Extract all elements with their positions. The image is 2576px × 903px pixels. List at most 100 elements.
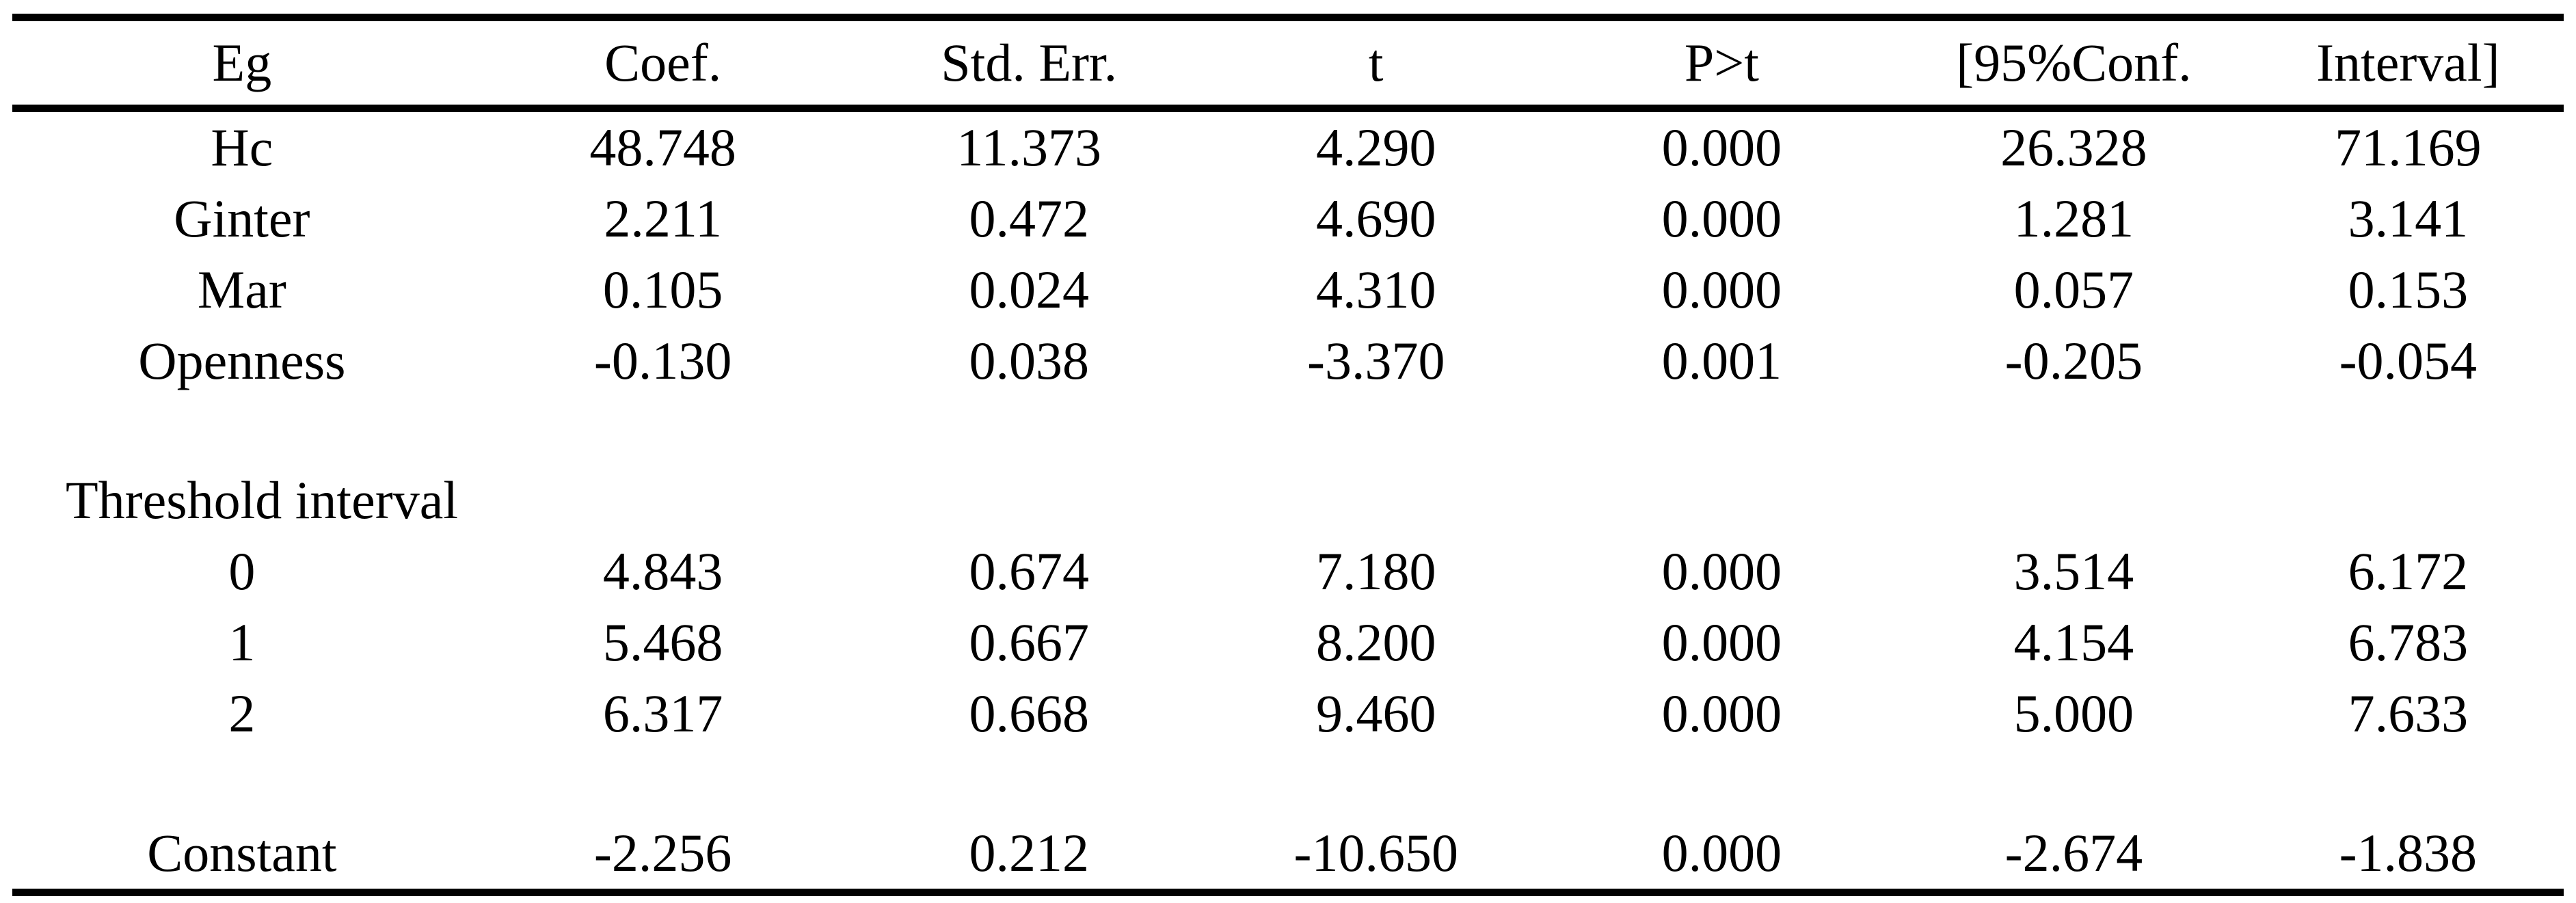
column-header: Eg (212, 33, 272, 92)
table-cell: -1.838 (2339, 823, 2478, 882)
table-cell: -2.256 (593, 823, 732, 882)
row-label (12, 396, 472, 465)
row-label (12, 749, 472, 818)
table-cell: 0.001 (1661, 331, 1782, 390)
table-cell: -2.674 (2004, 823, 2143, 882)
table-row: 0 4.843 0.674 7.180 0.000 3.514 6.172 (12, 536, 2564, 607)
column-header: t (1368, 33, 1384, 92)
table-cell: 71.169 (2335, 118, 2482, 177)
table-cell: 3.141 (2348, 189, 2469, 248)
table-cell (1548, 396, 1896, 465)
table-cell (1548, 465, 1896, 536)
table-cell: 0.105 (602, 260, 723, 319)
table-cell (1895, 396, 2252, 465)
table-row: 2 6.317 0.668 9.460 0.000 5.000 7.633 (12, 678, 2564, 749)
table-cell: 5.000 (2013, 684, 2134, 743)
table-cell: 0.000 (1661, 541, 1782, 601)
table-cell: 6.172 (2348, 541, 2469, 601)
table-cell: 4.154 (2013, 612, 2134, 672)
table-cell: 26.328 (2000, 118, 2147, 177)
table-cell (855, 749, 1204, 818)
table-cell (1548, 749, 1896, 818)
table-cell: 11.373 (956, 118, 1101, 177)
column-header: Coef. (604, 33, 722, 92)
table-cell: 0.057 (2013, 260, 2134, 319)
column-header: [95%Conf. (1956, 33, 2192, 92)
row-label: Threshold interval (66, 470, 458, 530)
row-label: 2 (228, 684, 256, 743)
table-cell: 7.180 (1315, 541, 1436, 601)
table-row: Constant -2.256 0.212 -10.650 0.000 -2.674 -1.… (12, 818, 2564, 893)
table-cell: 0.000 (1661, 118, 1782, 177)
table-cell (472, 749, 855, 818)
table-row: Openness -0.130 0.038 -3.370 0.001 -0.205 -0.0… (12, 325, 2564, 396)
table-cell (1204, 465, 1548, 536)
table-cell: 5.468 (602, 612, 723, 672)
table-cell: 48.748 (589, 118, 736, 177)
table-cell: 0.000 (1661, 189, 1782, 248)
table-cell: 0.038 (969, 331, 1089, 390)
table-cell (472, 396, 855, 465)
table-cell: -3.370 (1306, 331, 1445, 390)
table-cell: 3.514 (2013, 541, 2134, 601)
table-cell: 6.783 (2348, 612, 2469, 672)
table-cell: 0.153 (2348, 260, 2469, 319)
table-cell: -0.205 (2004, 331, 2143, 390)
table-cell: -0.054 (2339, 331, 2478, 390)
row-label: Hc (211, 118, 273, 177)
table-cell (472, 465, 855, 536)
table-cell (2253, 749, 2564, 818)
table-row: 1 5.468 0.667 8.200 0.000 4.154 6.783 (12, 607, 2564, 678)
table-cell: 1.281 (2013, 189, 2134, 248)
table-cell: 0.674 (969, 541, 1089, 601)
table-cell: 0.667 (969, 612, 1089, 672)
row-label: 1 (228, 612, 256, 672)
row-label: Constant (147, 823, 337, 882)
table-cell: 7.633 (2348, 684, 2469, 743)
row-label: Openness (138, 331, 346, 390)
table-row: Mar 0.105 0.024 4.310 0.000 0.057 0.153 (12, 254, 2564, 325)
table-cell (2253, 396, 2564, 465)
table-cell: 0.024 (969, 260, 1089, 319)
table-cell: 0.000 (1661, 612, 1782, 672)
table-cell: 0.668 (969, 684, 1089, 743)
table-cell: 9.460 (1315, 684, 1436, 743)
table-cell: 4.290 (1315, 118, 1436, 177)
table-header: Eg Coef. Std. Err. t P>t [95%Conf. Interval] (12, 18, 2564, 109)
table-cell: 4.690 (1315, 189, 1436, 248)
table-cell (1204, 749, 1548, 818)
table-cell: 0.212 (969, 823, 1089, 882)
spacer-row (12, 749, 2564, 818)
table-cell: 8.200 (1315, 612, 1436, 672)
table-cell: -0.130 (593, 331, 732, 390)
row-label: Mar (197, 260, 286, 319)
table-cell (1895, 465, 2252, 536)
table-cell: 2.211 (604, 189, 722, 248)
table-cell: 0.472 (969, 189, 1089, 248)
table-cell: 0.000 (1661, 260, 1782, 319)
regression-table: Eg Coef. Std. Err. t P>t [95%Conf. Interval] H… (12, 14, 2564, 896)
table-cell: -10.650 (1293, 823, 1458, 882)
section-label-row: Threshold interval (12, 465, 2564, 536)
column-header: P>t (1684, 33, 1759, 92)
row-label: Ginter (174, 189, 310, 248)
table-cell (855, 465, 1204, 536)
table-cell: 0.000 (1661, 684, 1782, 743)
table-cell (1204, 396, 1548, 465)
table-cell (2253, 465, 2564, 536)
spacer-row (12, 396, 2564, 465)
column-header: Std. Err. (941, 33, 1118, 92)
table-header-row: Eg Coef. Std. Err. t P>t [95%Conf. Interval] (12, 18, 2564, 109)
table-body: Hc 48.748 11.373 4.290 0.000 26.328 71.169 Gint… (12, 109, 2564, 893)
row-label: 0 (228, 541, 256, 601)
table-cell: 6.317 (602, 684, 723, 743)
table-cell: 4.843 (602, 541, 723, 601)
table-row: Ginter 2.211 0.472 4.690 0.000 1.281 3.141 (12, 183, 2564, 254)
table-cell (855, 396, 1204, 465)
column-header: Interval] (2316, 33, 2500, 92)
table-row: Hc 48.748 11.373 4.290 0.000 26.328 71.169 (12, 109, 2564, 184)
table-cell: 4.310 (1315, 260, 1436, 319)
table-cell (1895, 749, 2252, 818)
table-cell: 0.000 (1661, 823, 1782, 882)
